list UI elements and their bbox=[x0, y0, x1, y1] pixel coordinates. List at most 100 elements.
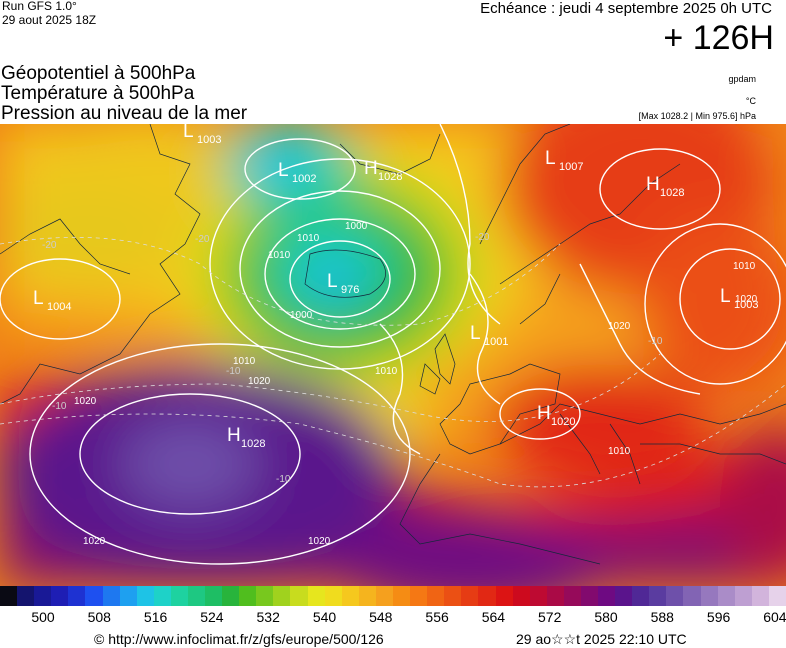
color-swatch bbox=[751, 586, 770, 606]
color-swatch bbox=[444, 586, 462, 606]
pressure-center-value: 1004 bbox=[47, 301, 71, 313]
pressure-center-low: L 976 bbox=[327, 271, 359, 296]
isobar-label: 1010 bbox=[608, 446, 631, 457]
pressure-center-low: L 1004 bbox=[33, 288, 71, 313]
color-swatch bbox=[495, 586, 514, 606]
pressure-center-letter: L bbox=[327, 271, 338, 292]
pressure-center-letter: L bbox=[470, 323, 481, 344]
temperature-label: -20 bbox=[195, 234, 210, 245]
color-swatch bbox=[341, 586, 360, 606]
temperature-label: -10 bbox=[52, 401, 67, 412]
color-swatch bbox=[273, 586, 291, 606]
color-swatch bbox=[546, 586, 565, 606]
color-swatch bbox=[256, 586, 274, 606]
pressure-center-value: 1001 bbox=[484, 336, 508, 348]
color-swatch bbox=[427, 586, 445, 606]
color-swatch bbox=[632, 586, 650, 606]
pressure-center-low: L 1007 bbox=[545, 148, 583, 173]
color-swatch bbox=[187, 586, 206, 606]
title-pressure: Pression au niveau de la mer bbox=[1, 103, 248, 124]
color-scale-tick: 548 bbox=[369, 609, 393, 625]
isobar-label: 1020 bbox=[248, 376, 271, 387]
temperature-label: -20 bbox=[42, 240, 57, 251]
isobar-label: 1010 bbox=[375, 366, 398, 377]
color-scale-tick: 572 bbox=[538, 609, 562, 625]
color-scale-tick: 564 bbox=[481, 609, 506, 625]
color-scale-tick: 596 bbox=[706, 609, 731, 625]
color-swatch bbox=[307, 586, 326, 606]
temperature-label: -10 bbox=[226, 366, 241, 377]
isobar-label: 1020 bbox=[308, 536, 331, 547]
isobar-label: 1020 bbox=[74, 396, 97, 407]
pressure-center-high: H 1028 bbox=[364, 158, 402, 183]
pressure-center-value: 1020 bbox=[551, 416, 575, 428]
run-label: Run GFS 1.0° bbox=[2, 0, 77, 13]
pressure-center-low: L 1001 bbox=[470, 323, 508, 348]
color-swatch bbox=[358, 586, 377, 606]
pressure-center-value: 1003 bbox=[197, 134, 221, 146]
unit-pressure-range: [Max 1028.2 | Min 975.6] hPa bbox=[638, 111, 756, 121]
pressure-center-value: 1028 bbox=[660, 187, 684, 199]
color-swatch bbox=[51, 586, 69, 606]
color-swatch bbox=[734, 586, 753, 606]
color-swatch bbox=[666, 586, 684, 606]
color-swatch bbox=[17, 586, 35, 606]
color-swatch bbox=[0, 586, 18, 606]
pressure-center-letter: L bbox=[545, 148, 556, 169]
temperature-label: -20 bbox=[475, 232, 490, 243]
color-swatch bbox=[410, 586, 428, 606]
color-swatch bbox=[512, 586, 531, 606]
color-swatch bbox=[393, 586, 411, 606]
temperature-contours bbox=[0, 236, 786, 488]
color-swatch bbox=[649, 586, 667, 606]
color-swatch bbox=[563, 586, 582, 606]
color-scale-tick: 540 bbox=[312, 609, 337, 625]
temperature-label: -10 bbox=[648, 336, 663, 347]
color-swatch bbox=[102, 586, 121, 606]
pressure-center-letter: H bbox=[646, 174, 660, 195]
temperature-field bbox=[0, 124, 786, 586]
forecast-hours: + 126H bbox=[663, 19, 774, 57]
unit-temperature: °C bbox=[745, 96, 756, 106]
pressure-center-high: H 1028 bbox=[227, 425, 265, 450]
isobar-label: 1020 bbox=[83, 536, 106, 547]
color-swatch bbox=[290, 586, 309, 606]
color-scale-tick: 516 bbox=[143, 609, 168, 625]
forecast-valid-time: Echéance : jeudi 4 septembre 2025 0h UTC bbox=[480, 0, 772, 17]
pressure-center-letter: H bbox=[537, 403, 551, 424]
pressure-center-low: L 1003 bbox=[183, 124, 221, 146]
color-scale bbox=[0, 586, 786, 606]
color-scale-tick: 500 bbox=[31, 609, 55, 625]
color-scale-tick: 588 bbox=[650, 609, 674, 625]
color-scale-tick: 556 bbox=[425, 609, 449, 625]
color-swatch bbox=[615, 586, 633, 606]
pressure-center-letter: L bbox=[33, 288, 44, 309]
temperature-label: -10 bbox=[276, 474, 291, 485]
color-swatch bbox=[34, 586, 52, 606]
isobar-label: 1020 bbox=[735, 294, 758, 305]
color-scale-tick: 604 bbox=[763, 609, 786, 625]
color-swatch bbox=[68, 586, 86, 606]
color-swatch bbox=[85, 586, 103, 606]
color-scale-tick: 580 bbox=[594, 609, 618, 625]
color-swatch bbox=[170, 586, 189, 606]
color-swatch bbox=[136, 586, 155, 606]
color-swatch bbox=[580, 586, 599, 606]
pressure-center-value: 1002 bbox=[292, 173, 316, 185]
pressure-center-value: 1028 bbox=[378, 171, 402, 183]
pressure-center-value: 976 bbox=[341, 284, 359, 296]
isobar-label: 1010 bbox=[297, 233, 320, 244]
pressure-center-high: H 1028 bbox=[646, 174, 684, 199]
color-swatch bbox=[529, 586, 548, 606]
color-swatch bbox=[375, 586, 394, 606]
pressure-center-letter: H bbox=[227, 425, 241, 446]
isobar-label: 1000 bbox=[290, 310, 313, 321]
pressure-center-low: L 1002 bbox=[278, 160, 316, 185]
run-date: 29 aout 2025 18Z bbox=[2, 13, 97, 27]
credit-url: © http://www.infoclimat.fr/z/gfs/europe/… bbox=[94, 631, 384, 647]
pressure-center-value: 1007 bbox=[559, 161, 583, 173]
color-swatch bbox=[222, 586, 240, 606]
pressure-center-letter: L bbox=[183, 124, 194, 142]
